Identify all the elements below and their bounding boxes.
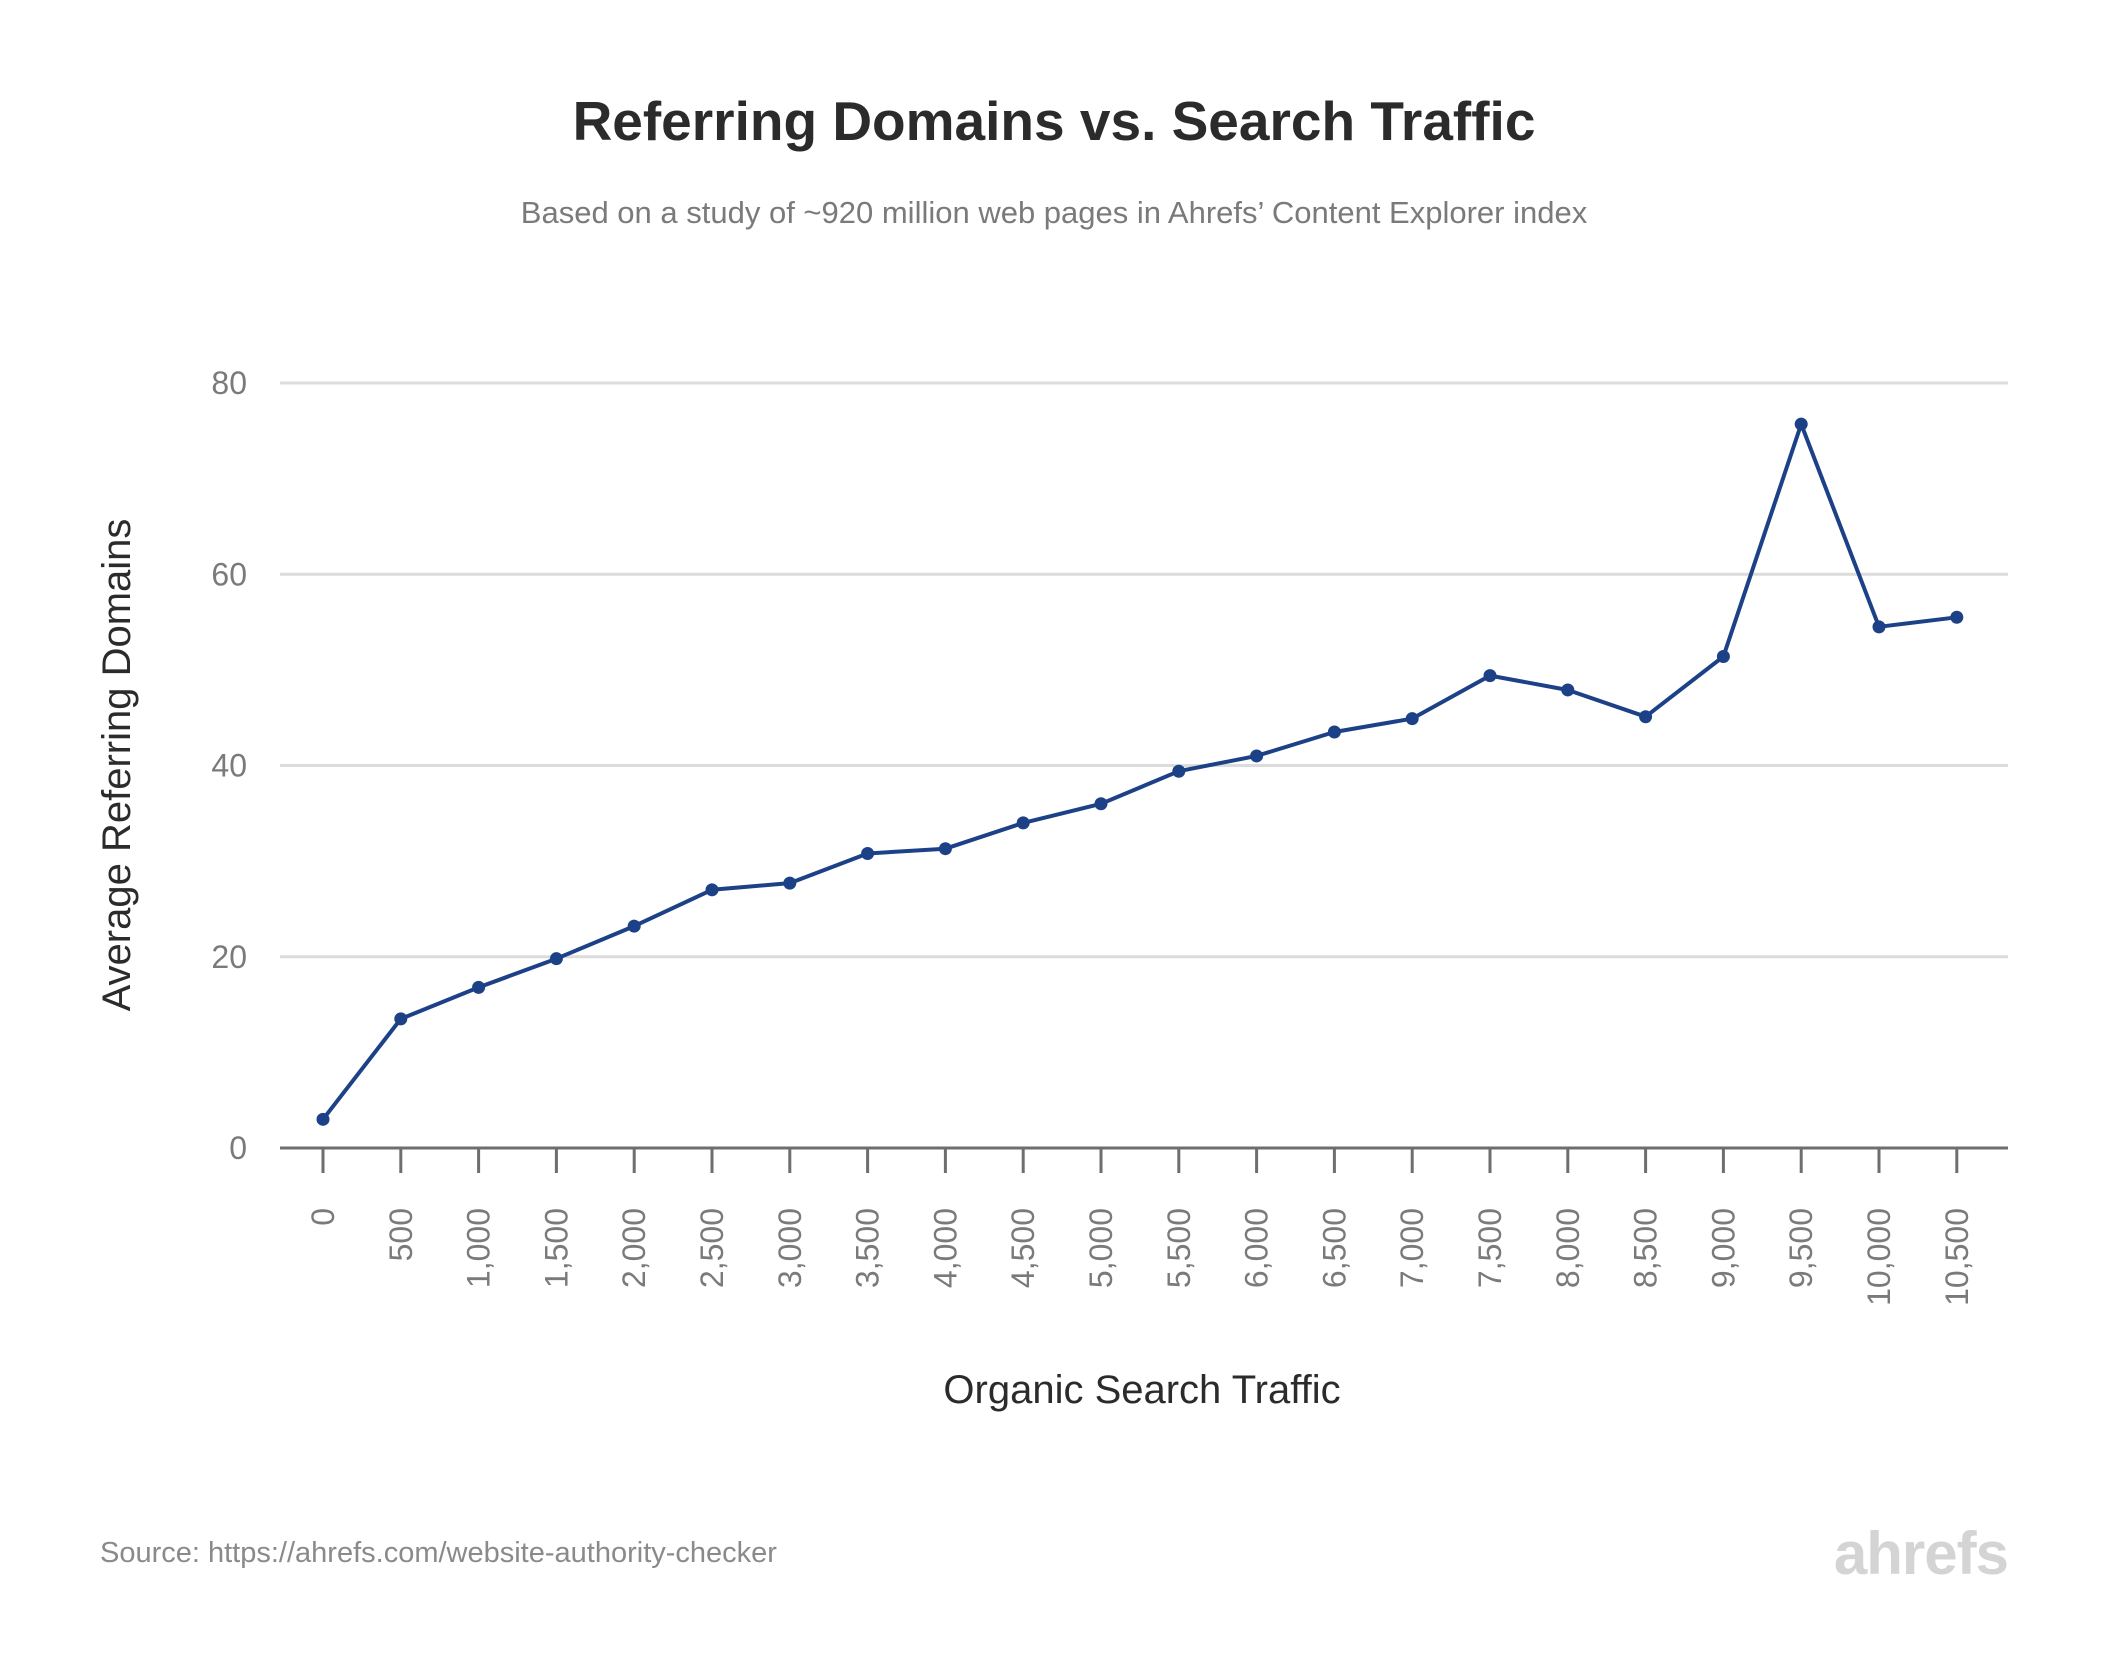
data-point [1094, 797, 1108, 811]
data-series [316, 417, 1964, 1126]
x-axis-label: Organic Search Traffic [943, 1368, 1340, 1412]
data-point [938, 842, 952, 856]
data-point [1950, 610, 1964, 624]
x-tick-label: 8,500 [1628, 1208, 1664, 1288]
x-tick-label: 1,500 [538, 1208, 574, 1288]
x-tick-label: 6,500 [1316, 1208, 1352, 1288]
y-tick-label: 40 [211, 748, 247, 784]
data-point [472, 980, 486, 994]
data-point [1405, 712, 1419, 726]
x-tick-label: 2,500 [694, 1208, 730, 1288]
x-tick-label: 5,500 [1161, 1208, 1197, 1288]
data-point [394, 1012, 408, 1026]
data-point [861, 846, 875, 860]
ahrefs-logo: ahrefs [1834, 1520, 2008, 1587]
y-axis-ticks: 0 20 40 60 80 [211, 365, 247, 1166]
source-note: Source: https://ahrefs.com/website-autho… [100, 1537, 777, 1569]
y-tick-label: 20 [211, 939, 247, 975]
data-point [1794, 417, 1808, 431]
data-point [1250, 749, 1264, 763]
data-point [1172, 764, 1186, 778]
x-tick-label: 8,000 [1550, 1208, 1586, 1288]
x-tick-label: 5,000 [1083, 1208, 1119, 1288]
y-axis-label: Average Referring Domains [95, 519, 139, 1012]
y-tick-label: 0 [229, 1130, 247, 1166]
x-tick-label: 10,000 [1861, 1208, 1897, 1306]
data-point [705, 883, 719, 897]
data-point [1016, 816, 1030, 830]
series-line [321, 422, 1959, 1122]
x-tick-label: 2,000 [616, 1208, 652, 1288]
x-tick-label: 10,500 [1939, 1208, 1975, 1306]
x-tick-label: 4,500 [1005, 1208, 1041, 1288]
x-tick-label: 6,000 [1239, 1208, 1275, 1288]
data-point [1872, 620, 1886, 634]
data-point [783, 876, 797, 890]
x-tick-label: 9,000 [1705, 1208, 1741, 1288]
x-tick-label: 9,500 [1783, 1208, 1819, 1288]
data-point [627, 919, 641, 933]
chart-title: Referring Domains vs. Search Traffic [573, 90, 1536, 152]
x-tick-label: 500 [383, 1208, 419, 1261]
data-point [1561, 683, 1575, 697]
x-tick-label: 3,000 [772, 1208, 808, 1288]
x-tick-label: 1,000 [461, 1208, 497, 1288]
y-tick-label: 60 [211, 556, 247, 592]
chart-subtitle: Based on a study of ~920 million web pag… [521, 195, 1588, 230]
x-tick-label: 7,000 [1394, 1208, 1430, 1288]
data-point [1327, 725, 1341, 739]
data-point [1483, 669, 1497, 683]
x-tick-label: 7,500 [1472, 1208, 1508, 1288]
data-point [549, 952, 563, 966]
grid-lines [280, 381, 2008, 959]
x-tick-label: 4,000 [927, 1208, 963, 1288]
data-point [1639, 710, 1653, 724]
data-point [316, 1112, 330, 1126]
x-tick-label: 0 [305, 1208, 341, 1226]
x-tick-label: 3,500 [850, 1208, 886, 1288]
y-tick-label: 80 [211, 365, 247, 401]
x-axis-ticks: 0 500 1,000 1,500 2,000 2,500 3,000 3,500 4,000 4… [305, 1148, 1975, 1306]
data-point [1716, 649, 1730, 663]
